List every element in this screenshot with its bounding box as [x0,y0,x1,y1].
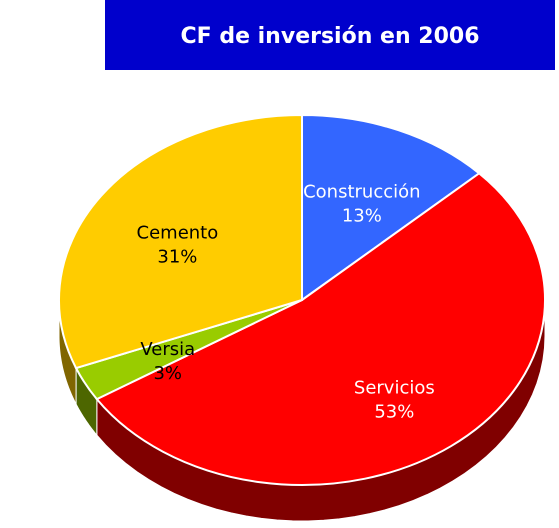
slice-label: Versia [140,339,195,360]
value-label: 31% [157,247,197,268]
chart-title: CF de inversión en 2006 [180,24,479,49]
slice-label: Servicios [354,378,435,399]
slice [301,113,481,302]
value-label: 13% [342,206,382,227]
value-label: 53% [374,402,414,423]
slice [95,172,546,487]
title-banner [105,0,555,70]
slice [58,113,303,370]
slice-label: Cemento [137,223,219,244]
value-label: 3% [153,363,182,384]
slice-label: Construcción [303,182,420,203]
